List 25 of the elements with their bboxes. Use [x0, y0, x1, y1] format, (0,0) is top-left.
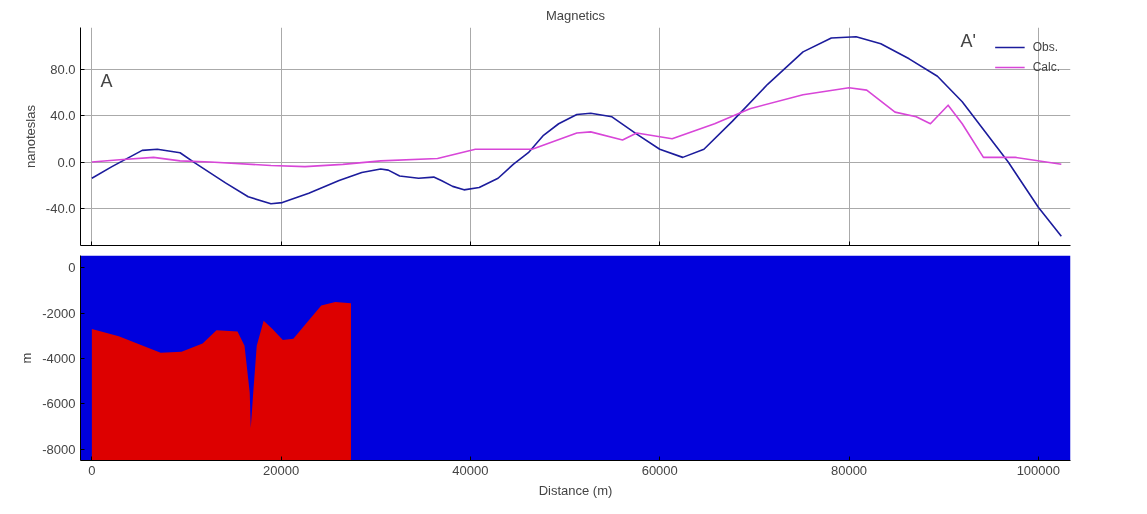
y-tick-label: 80.0 — [50, 61, 76, 77]
y-tick-label: 0 — [68, 260, 76, 276]
y-axis-title: nanoteslas — [22, 104, 38, 168]
legend-label: Obs. — [1032, 40, 1058, 54]
y-tick-label: 0.0 — [57, 154, 76, 170]
line-series — [91, 35, 1063, 238]
y-tick-label: -2000 — [42, 305, 76, 321]
x-tick-label: 20000 — [263, 462, 300, 478]
line-series — [91, 87, 1063, 168]
x-tick-label: 40000 — [452, 462, 489, 478]
y-tick-label: -40.0 — [45, 200, 76, 216]
y-tick-label: -4000 — [42, 351, 76, 367]
x-tick-label: 80000 — [830, 462, 868, 478]
legend-label: Calc. — [1032, 60, 1060, 74]
annotation: A' — [960, 30, 976, 51]
chart-title: Magnetics — [545, 7, 606, 23]
y-axis-title: m — [19, 352, 35, 364]
x-tick-label: 100000 — [1016, 462, 1061, 478]
x-tick-label: 60000 — [641, 462, 678, 478]
y-tick-label: -6000 — [42, 396, 76, 412]
annotation: A — [100, 70, 113, 91]
x-tick-label: 0 — [88, 462, 96, 478]
y-tick-label: -8000 — [42, 441, 76, 457]
y-tick-label: 40.0 — [50, 108, 76, 124]
x-axis-title: Distance (m) — [538, 482, 613, 498]
